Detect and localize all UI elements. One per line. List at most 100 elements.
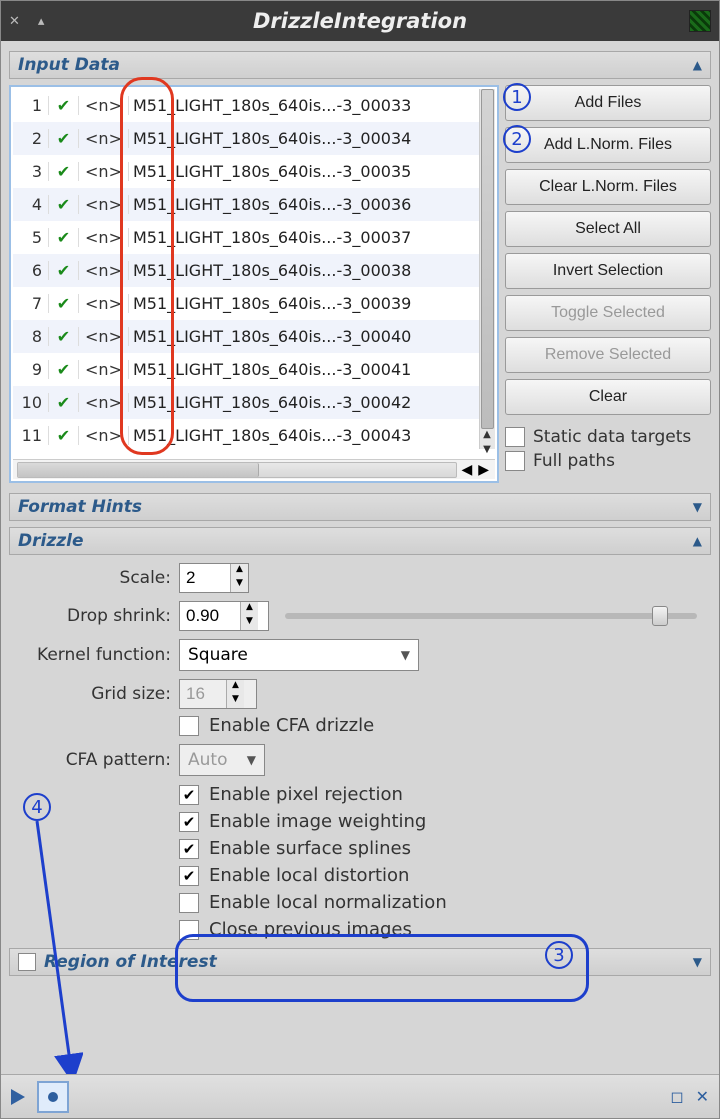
section-title: Region of Interest	[44, 952, 217, 972]
footer: ◻ ✕	[1, 1074, 719, 1118]
footer-reset-icon[interactable]: ✕	[696, 1087, 709, 1106]
table-row[interactable]: 4✔<n>M51_LIGHT_180s_640is...-3_00036	[13, 188, 495, 221]
invert-selection-button[interactable]: Invert Selection	[505, 253, 711, 289]
kernel-select[interactable]: Square ▼	[179, 639, 419, 671]
pixel-rejection-label: Enable pixel rejection	[209, 784, 403, 805]
expand-icon[interactable]: ▼	[693, 500, 702, 514]
nav-right-icon[interactable]: ▶	[478, 462, 489, 478]
roi-checkbox[interactable]	[18, 953, 36, 971]
titlebar-icon[interactable]	[689, 10, 711, 32]
chevron-down-icon: ▼	[401, 648, 410, 662]
section-input-data[interactable]: Input Data ▲	[9, 51, 711, 79]
pixel-rejection-checkbox[interactable]	[179, 785, 199, 805]
row-index: 8	[13, 327, 49, 346]
local-normalization-label: Enable local normalization	[209, 892, 447, 913]
nav-left-icon[interactable]: ◀	[461, 462, 472, 478]
section-title: Input Data	[18, 55, 120, 75]
check-icon: ✔	[49, 261, 79, 280]
section-title: Drizzle	[18, 531, 83, 551]
row-index: 11	[13, 426, 49, 445]
table-row[interactable]: 1✔<n>M51_LIGHT_180s_640is...-3_00033	[13, 89, 495, 122]
footer-square-icon[interactable]: ◻	[670, 1087, 683, 1106]
table-row[interactable]: 5✔<n>M51_LIGHT_180s_640is...-3_00037	[13, 221, 495, 254]
table-row[interactable]: 3✔<n>M51_LIGHT_180s_640is...-3_00035	[13, 155, 495, 188]
vertical-scrollbar[interactable]	[479, 89, 495, 449]
scale-input[interactable]: ▲▼	[179, 563, 249, 593]
table-row[interactable]: 6✔<n>M51_LIGHT_180s_640is...-3_00038	[13, 254, 495, 287]
add-lnorm-button[interactable]: Add L.Norm. Files	[505, 127, 711, 163]
check-icon: ✔	[49, 327, 79, 346]
table-row[interactable]: 10✔<n>M51_LIGHT_180s_640is...-3_00042	[13, 386, 495, 419]
clear-lnorm-button[interactable]: Clear L.Norm. Files	[505, 169, 711, 205]
slider-thumb[interactable]	[652, 606, 668, 626]
close-previous-checkbox[interactable]	[179, 920, 199, 940]
local-normalization-checkbox[interactable]	[179, 893, 199, 913]
full-paths-checkbox[interactable]	[505, 451, 525, 471]
table-row[interactable]: 8✔<n>M51_LIGHT_180s_640is...-3_00040	[13, 320, 495, 353]
scale-label: Scale:	[9, 568, 171, 588]
table-row[interactable]: 2✔<n>M51_LIGHT_180s_640is...-3_00034	[13, 122, 495, 155]
row-filename: M51_LIGHT_180s_640is...-3_00035	[129, 162, 495, 181]
spin-down-icon[interactable]: ▼	[241, 616, 258, 630]
expand-icon[interactable]: ▼	[693, 955, 702, 969]
row-index: 2	[13, 129, 49, 148]
input-data-body: 1✔<n>M51_LIGHT_180s_640is...-3_000332✔<n…	[9, 85, 711, 483]
file-area: 1✔<n>M51_LIGHT_180s_640is...-3_000332✔<n…	[9, 85, 499, 483]
row-tag: <n>	[79, 393, 129, 412]
surface-splines-checkbox[interactable]	[179, 839, 199, 859]
titlebar: ✕ ▴ DrizzleIntegration	[1, 1, 719, 41]
enable-cfa-label: Enable CFA drizzle	[209, 715, 374, 736]
section-format-hints[interactable]: Format Hints ▼	[9, 493, 711, 521]
horizontal-scrollbar[interactable]: ◀ ▶	[13, 459, 495, 479]
section-drizzle[interactable]: Drizzle ▲	[9, 527, 711, 555]
section-title: Format Hints	[18, 497, 142, 517]
local-distortion-checkbox[interactable]	[179, 866, 199, 886]
add-files-button[interactable]: Add Files	[505, 85, 711, 121]
check-icon: ✔	[49, 96, 79, 115]
scale-field[interactable]	[180, 564, 230, 592]
scrollbar-thumb[interactable]	[481, 89, 494, 429]
row-filename: M51_LIGHT_180s_640is...-3_00038	[129, 261, 495, 280]
image-weighting-checkbox[interactable]	[179, 812, 199, 832]
drop-slider[interactable]	[285, 613, 697, 619]
chevron-down-icon: ▼	[247, 753, 256, 767]
row-index: 1	[13, 96, 49, 115]
row-tag: <n>	[79, 195, 129, 214]
row-filename: M51_LIGHT_180s_640is...-3_00040	[129, 327, 495, 346]
clear-button[interactable]: Clear	[505, 379, 711, 415]
row-tag: <n>	[79, 162, 129, 181]
row-tag: <n>	[79, 426, 129, 445]
remove-selected-button[interactable]: Remove Selected	[505, 337, 711, 373]
window: ✕ ▴ DrizzleIntegration Input Data ▲ 1✔<n…	[0, 0, 720, 1119]
collapse-icon[interactable]: ▲	[693, 534, 702, 548]
section-roi[interactable]: Region of Interest ▼	[9, 948, 711, 976]
check-icon: ✔	[49, 195, 79, 214]
table-row[interactable]: 11✔<n>M51_LIGHT_180s_640is...-3_00043	[13, 419, 495, 452]
apply-triangle-icon[interactable]	[11, 1089, 25, 1105]
close-icon[interactable]: ✕	[9, 14, 20, 29]
spin-down-icon[interactable]: ▼	[231, 578, 248, 592]
static-targets-checkbox[interactable]	[505, 427, 525, 447]
drop-input[interactable]: ▲▼	[179, 601, 269, 631]
surface-splines-label: Enable surface splines	[209, 838, 411, 859]
select-all-button[interactable]: Select All	[505, 211, 711, 247]
spin-up-icon[interactable]: ▲	[241, 602, 258, 616]
scroll-spinner[interactable]: ▲▼	[479, 429, 495, 459]
row-index: 6	[13, 261, 49, 280]
enable-cfa-checkbox[interactable]	[179, 716, 199, 736]
spin-up-icon[interactable]: ▲	[231, 564, 248, 578]
table-row[interactable]: 9✔<n>M51_LIGHT_180s_640is...-3_00041	[13, 353, 495, 386]
drop-field[interactable]	[180, 602, 240, 630]
row-tag: <n>	[79, 228, 129, 247]
shade-icon[interactable]: ▴	[38, 14, 45, 29]
cfa-pattern-select: Auto ▼	[179, 744, 265, 776]
toggle-selected-button[interactable]: Toggle Selected	[505, 295, 711, 331]
grid-label: Grid size:	[9, 684, 171, 704]
new-instance-button[interactable]	[37, 1081, 69, 1113]
kernel-value: Square	[188, 645, 248, 665]
row-tag: <n>	[79, 294, 129, 313]
collapse-icon[interactable]: ▲	[693, 58, 702, 72]
file-list[interactable]: 1✔<n>M51_LIGHT_180s_640is...-3_000332✔<n…	[13, 89, 495, 459]
close-previous-label: Close previous images	[209, 919, 412, 940]
table-row[interactable]: 7✔<n>M51_LIGHT_180s_640is...-3_00039	[13, 287, 495, 320]
